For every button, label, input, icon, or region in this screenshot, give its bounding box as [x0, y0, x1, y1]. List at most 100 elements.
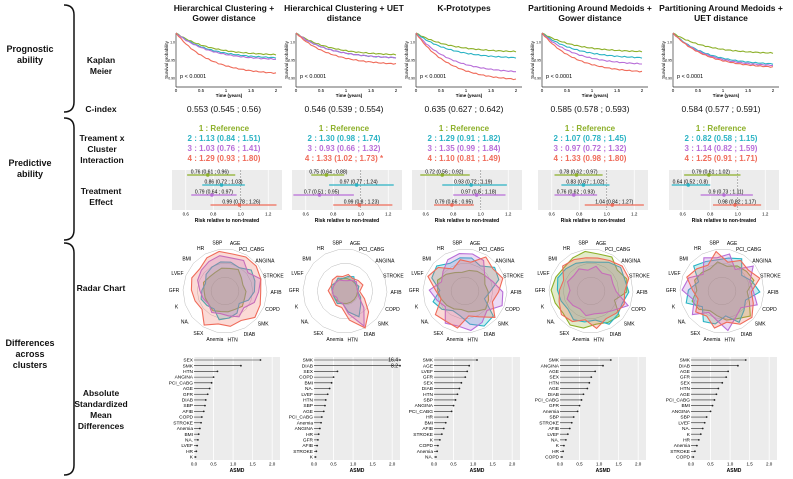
asmd-var-label: HTN: [549, 380, 559, 386]
asmd-panel: [314, 357, 400, 460]
radar-axis-label: GFR: [409, 288, 420, 294]
km-curve-2: [541, 32, 643, 59]
radar-axis-label: BMI: [302, 257, 311, 263]
asmd-point: [438, 438, 441, 441]
asmd-var-label: NA.: [305, 386, 313, 392]
effect-xlabel: Risk relative to non-treated: [315, 218, 379, 224]
asmd-var-label: Anemia: [177, 426, 194, 432]
radar-axis-label: SBP: [709, 241, 720, 247]
asmd-var-label: STROKE: [413, 432, 433, 438]
effect-xtick: 1.0: [478, 212, 485, 217]
radar-axis-label: STROKE: [629, 273, 650, 279]
asmd-var-label: ANGINA: [175, 375, 194, 381]
radar-axis-label: BMI: [679, 257, 688, 263]
radar-axis-label: SEX: [559, 331, 570, 337]
asmd-var-label: DIAB: [302, 363, 313, 369]
asmd-point: [204, 404, 206, 407]
asmd-point: [570, 421, 573, 424]
asmd-point: [399, 359, 401, 361]
asmd-point: [326, 393, 329, 396]
radar-axis-label: LVEF: [171, 271, 183, 277]
radar-axis-label: SMK: [624, 321, 636, 327]
asmd-xtick: 0.0: [557, 462, 564, 467]
interaction-line-2: 2 : 0.82 (0.58 ; 1.15): [684, 134, 758, 143]
asmd-point: [317, 438, 319, 441]
interaction-line-1: 1 : Reference: [695, 124, 747, 133]
radar-axis-label: LVEF: [668, 271, 680, 277]
asmd-var-label: GFR: [183, 392, 194, 398]
radar-grid: [210, 277, 240, 305]
asmd-point: [709, 410, 712, 413]
radar-axis-label: HR: [197, 246, 205, 252]
radar-axis-label: HR: [437, 246, 445, 252]
asmd-xtick: 0.5: [576, 462, 583, 467]
asmd-value-label: 16.4: [388, 358, 398, 364]
effect-point-3: [317, 193, 322, 197]
asmd-var-label: SMK: [549, 358, 560, 364]
treatment-effect-chart: 0.78 (0.62 ; 0.97) 0.83 (0.67 ; 1.02) 0.76…: [538, 170, 648, 224]
effect-point-2: [686, 183, 691, 187]
effect-xtick: 0.8: [450, 212, 457, 217]
interaction-line-4: 4 : 1.10 (0.81 ; 1.49): [427, 154, 501, 163]
asmd-point: [464, 376, 467, 379]
km-pvalue: p < 0.0001: [180, 74, 206, 80]
radar-axis-label: SBP: [578, 241, 589, 247]
effect-point-3: [722, 193, 726, 197]
effect-label-4: 1.04 (0.84 ; 1.27): [595, 200, 633, 206]
km-xtick: 1: [591, 88, 594, 93]
asmd-var-label: BMI: [681, 403, 690, 409]
radar-axis-label: DIAB: [741, 332, 753, 338]
radar-axis-label: STROKE: [760, 273, 781, 279]
asmd-var-label: SMK: [423, 358, 434, 364]
radar-axis-label: NA.: [547, 320, 555, 326]
radar-series-4: [558, 257, 630, 330]
asmd-point: [458, 387, 461, 390]
radar-grid: [548, 249, 634, 333]
asmd-var-label: Anemia: [297, 420, 314, 426]
effect-label-1: 0.78 (0.62 ; 0.97): [559, 170, 597, 176]
asmd-var-label: LVEF: [181, 443, 193, 449]
radar-axis-label: ANGINA: [621, 259, 641, 265]
asmd-point: [561, 456, 563, 458]
effect-label-3: 0.7 (0.51 ; 0.95): [304, 190, 340, 196]
asmd-point: [204, 399, 207, 401]
radar-axis-label: HTN: [467, 338, 478, 344]
km-xlabel: Time (years): [456, 93, 483, 98]
radar-axis-label: SMK: [378, 321, 390, 327]
radar-axis-label: AGE: [470, 241, 481, 247]
asmd-var-label: COPD: [676, 455, 690, 461]
effect-label-2: 0.93 (0.72 ; 1.19): [454, 180, 492, 186]
asmd-point: [713, 399, 716, 401]
effect-xtick: 1.0: [238, 212, 245, 217]
effect-point-1: [707, 173, 711, 177]
asmd-var-label: SMK: [680, 358, 691, 364]
asmd-point: [216, 370, 219, 373]
asmd-var-label: HR: [683, 437, 690, 443]
asmd-chart: SMKAGELVEFGFRSEXDIABHTNSBPANGINAPCI_CABG…: [409, 357, 520, 474]
asmd-point: [318, 427, 321, 430]
radar-series-3: [331, 279, 365, 328]
asmd-var-label: PCI_CABG: [409, 409, 434, 415]
asmd-xtick: 0.5: [330, 462, 337, 467]
km-ytick: 0.95: [168, 59, 175, 63]
asmd-point: [336, 370, 339, 373]
asmd-point: [468, 364, 471, 367]
radar-grid: [330, 277, 360, 305]
km-xtick: 1.5: [368, 88, 375, 93]
effect-point-4: [450, 203, 454, 207]
asmd-var-label: K: [310, 455, 314, 461]
radar-grid: [422, 249, 508, 333]
asmd-point: [594, 370, 597, 373]
asmd-var-label: AFIB: [422, 426, 433, 432]
asmd-xtick: 1.0: [727, 462, 734, 467]
interaction-line-1: 1 : Reference: [438, 124, 490, 133]
asmd-point: [437, 444, 439, 447]
effect-label-4: 0.98 (0.82 ; 1.17): [718, 200, 756, 206]
asmd-point: [324, 404, 326, 407]
km-curve-1: [295, 32, 397, 56]
asmd-xtick: 1.0: [230, 462, 237, 467]
radar-axis-label: SBP: [212, 241, 223, 247]
km-ytick: 0.90: [408, 77, 415, 81]
radar-axis-label: ANGINA: [255, 259, 275, 265]
asmd-var-label: DIAB: [182, 398, 193, 404]
